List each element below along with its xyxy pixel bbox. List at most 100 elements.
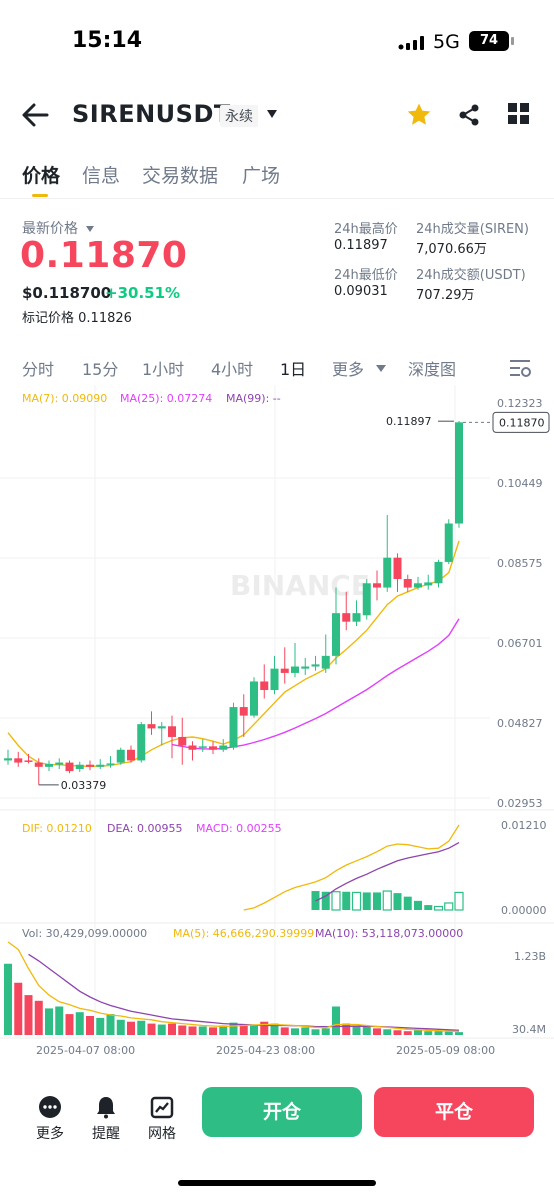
tab-trading-data[interactable]: 交易数据 (142, 165, 219, 187)
candle (362, 583, 371, 616)
volume-bar (14, 982, 23, 1035)
vol-ma5-line (7, 941, 460, 1033)
volume-bar (55, 1006, 64, 1035)
open-position-button[interactable]: 开仓 (202, 1087, 362, 1137)
candle (280, 668, 289, 673)
candle (34, 762, 43, 767)
candle (301, 666, 310, 669)
alert-label: 提醒 (92, 1126, 120, 1142)
dif-legend: DIF: 0.01210 (22, 822, 92, 835)
time-axis: 2025-04-07 08:00 2025-04-23 08:00 2025-05-… (36, 1044, 495, 1057)
interval-15m[interactable]: 15分 (82, 360, 119, 379)
volume-bar (137, 1020, 146, 1035)
volume-bar (34, 1000, 43, 1035)
macd-bar (351, 891, 362, 911)
time-axis-label: 2025-04-23 08:00 (216, 1044, 315, 1057)
interval-1h[interactable]: 1小时 (142, 360, 185, 379)
candle (414, 583, 422, 588)
candle (434, 561, 443, 584)
interval-more[interactable]: 更多 (332, 360, 365, 379)
candle (393, 557, 402, 580)
active-tab-indicator (32, 194, 48, 197)
interval-timeline[interactable]: 分时 (22, 360, 55, 379)
high-price-label: 0.11897 (386, 415, 432, 428)
candle (403, 579, 412, 588)
volume-bar (168, 1023, 176, 1035)
interval-depth[interactable]: 深度图 (408, 360, 457, 379)
price-change-percent: +30.51% (105, 284, 181, 302)
volume-bar (424, 1031, 433, 1035)
favorite-star-icon[interactable] (406, 102, 432, 128)
volume-bar (455, 1032, 463, 1035)
macd-bar (393, 893, 402, 910)
dea-legend: DEA: 0.00955 (107, 822, 182, 835)
high-24h-value: 0.11897 (334, 238, 388, 253)
volume-bar (260, 1021, 269, 1035)
network-label: 5G (433, 31, 460, 53)
volume-bar (301, 1027, 310, 1035)
macd-axis-tick: 0.01210 (501, 819, 547, 832)
candle (250, 681, 258, 716)
candle (188, 745, 197, 750)
candle (45, 763, 53, 767)
tab-price[interactable]: 价格 (22, 165, 61, 187)
candle (239, 707, 248, 716)
volume-bar (106, 1014, 115, 1035)
volume-bar (96, 1017, 105, 1035)
macd-bar (331, 891, 341, 911)
candle (332, 613, 340, 656)
grid-trading-button[interactable]: 网格 (142, 1095, 182, 1143)
candle (178, 736, 187, 746)
dea-line (315, 842, 460, 902)
candle (229, 707, 238, 748)
volume-bar (250, 1025, 258, 1035)
share-icon[interactable] (457, 103, 481, 127)
volume-bar (393, 1030, 402, 1035)
volume-axis-tick: 30.4M (512, 1023, 546, 1036)
price-axis: 0.12323 0.10449 0.08575 0.06701 0.04827 0.029… (497, 397, 543, 810)
symbol-title[interactable]: SIRENUSDT (72, 100, 231, 128)
chart-grid (0, 385, 554, 1040)
candle (383, 557, 392, 588)
home-indicator (178, 1180, 376, 1186)
interval-4h[interactable]: 4小时 (211, 360, 254, 379)
macd-panel: 0.01210 0.00000 (243, 819, 547, 917)
vol-ma5-legend: MA(5): 46,666,290.39999 (173, 927, 314, 940)
symbol-dropdown-icon[interactable] (267, 110, 277, 118)
volume-bar (373, 1028, 381, 1035)
bell-icon (97, 1097, 115, 1119)
back-arrow-icon[interactable] (20, 102, 50, 128)
tab-info[interactable]: 信息 (82, 165, 121, 187)
more-button[interactable]: 更多 (30, 1095, 70, 1143)
latest-price-label-text: 最新价格 (22, 221, 78, 237)
interval-1d[interactable]: 1日 (280, 360, 307, 379)
volume-bar (434, 1031, 443, 1035)
volume-bar (352, 1025, 361, 1035)
vol-base-24h-label: 24h成交量(SIREN) (416, 222, 529, 237)
volume-bar (270, 1023, 279, 1035)
layout-grid-icon[interactable] (508, 103, 530, 125)
volume-axis-tick: 1.23B (514, 950, 546, 963)
volume-bar (24, 995, 33, 1035)
tab-square[interactable]: 广场 (242, 165, 281, 187)
volume-bar (383, 1029, 392, 1035)
alert-button[interactable]: 提醒 (86, 1095, 126, 1143)
macd-legend: MACD: 0.00255 (196, 822, 282, 835)
candle (106, 763, 115, 765)
volume-bar (178, 1025, 187, 1035)
candles: 0.11897 0.03379 0.11870 (4, 411, 550, 792)
candle (65, 762, 74, 772)
chart-settings-icon[interactable] (510, 358, 532, 378)
candle (260, 681, 269, 691)
time-axis-label: 2025-05-09 08:00 (396, 1044, 495, 1057)
volume-bar (280, 1027, 289, 1035)
latest-price-label[interactable]: 最新价格 (22, 218, 95, 238)
volume-bar (444, 1031, 453, 1035)
volume-bar (45, 1008, 53, 1035)
close-position-button[interactable]: 平仓 (374, 1087, 534, 1137)
vol-quote-24h-value: 707.29万 (416, 288, 475, 303)
macd-bar (444, 902, 454, 911)
chevron-down-icon (86, 226, 95, 232)
macd-bar (362, 892, 371, 910)
